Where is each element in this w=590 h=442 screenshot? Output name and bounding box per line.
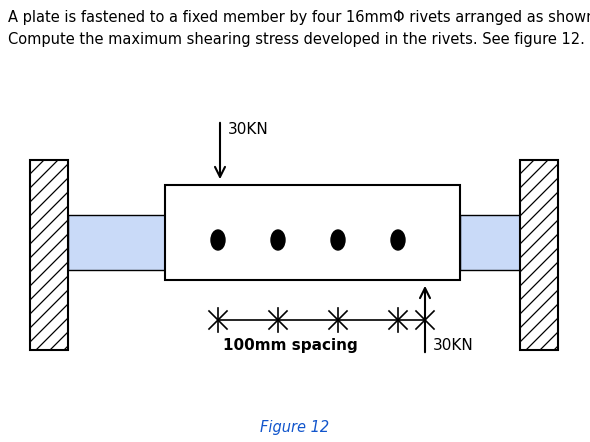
Text: 30KN: 30KN — [228, 122, 269, 137]
Text: Compute the maximum shearing stress developed in the rivets. See figure 12. *: Compute the maximum shearing stress deve… — [8, 32, 590, 47]
Ellipse shape — [391, 230, 405, 250]
Text: 100mm spacing: 100mm spacing — [223, 338, 358, 353]
Bar — [30, 160, 68, 350]
Text: 30KN: 30KN — [433, 338, 474, 353]
Bar — [68, 215, 165, 270]
Text: Figure 12: Figure 12 — [260, 420, 330, 435]
Bar — [165, 185, 460, 280]
Ellipse shape — [211, 230, 225, 250]
Bar — [460, 215, 520, 270]
Text: A plate is fastened to a fixed member by four 16mmΦ rivets arranged as shown.: A plate is fastened to a fixed member by… — [8, 10, 590, 25]
Ellipse shape — [331, 230, 345, 250]
Ellipse shape — [271, 230, 285, 250]
Bar — [520, 160, 558, 350]
